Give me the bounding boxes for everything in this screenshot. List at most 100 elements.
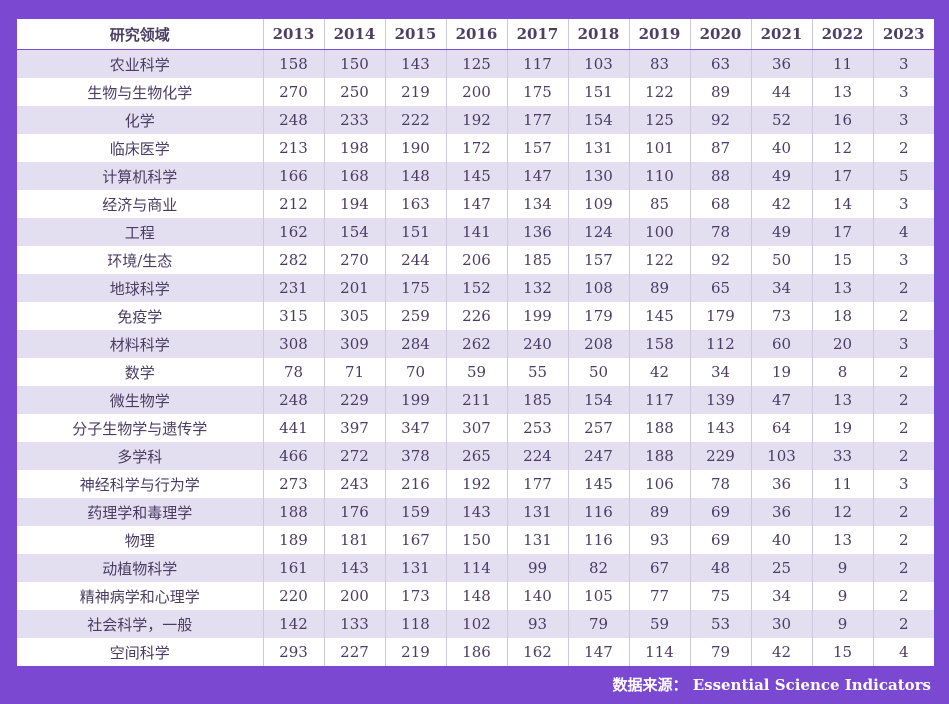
table-cell: 79 (567, 610, 629, 638)
table-cell: 199 (506, 302, 568, 330)
table-cell: 141 (445, 218, 507, 246)
table-cell: 101 (628, 134, 690, 162)
table-cell: 105 (567, 582, 629, 610)
table-cell: 201 (323, 274, 385, 302)
table-cell: 124 (567, 218, 629, 246)
table-cell: 175 (506, 78, 568, 106)
row-label: 计算机科学 (17, 162, 263, 190)
table-cell: 82 (567, 554, 629, 582)
table-cell: 139 (689, 386, 751, 414)
table-cell: 227 (323, 638, 385, 666)
table-cell: 208 (567, 330, 629, 358)
table-cell: 89 (628, 498, 690, 526)
table-cell: 177 (506, 106, 568, 134)
table-cell: 134 (506, 190, 568, 218)
table-cell: 2 (872, 582, 934, 610)
table-cell: 59 (628, 610, 690, 638)
table-cell: 9 (811, 610, 873, 638)
table-cell: 114 (628, 638, 690, 666)
table-cell: 64 (750, 414, 812, 442)
table-cell: 270 (323, 246, 385, 274)
table-cell: 219 (384, 638, 446, 666)
table-cell: 49 (750, 218, 812, 246)
table-cell: 70 (384, 358, 446, 386)
table-cell: 79 (689, 638, 751, 666)
table-cell: 63 (689, 49, 751, 78)
table-cell: 114 (445, 554, 507, 582)
table-cell: 100 (628, 218, 690, 246)
table-cell: 308 (262, 330, 324, 358)
table-cell: 175 (384, 274, 446, 302)
table-cell: 145 (445, 162, 507, 190)
table-cell: 103 (750, 442, 812, 470)
table-cell: 168 (323, 162, 385, 190)
table-cell: 117 (628, 386, 690, 414)
table-cell: 194 (323, 190, 385, 218)
table-cell: 173 (384, 582, 446, 610)
table-cell: 15 (811, 638, 873, 666)
table-cell: 159 (384, 498, 446, 526)
data-table: 研究领域 2013 2014 2015 2016 2017 2018 2019 2020 202… (17, 19, 934, 666)
table-cell: 36 (750, 49, 812, 78)
table-cell: 163 (384, 190, 446, 218)
table-cell: 284 (384, 330, 446, 358)
table-cell: 466 (262, 442, 324, 470)
header-field: 研究领域 (17, 19, 263, 50)
header-year: 2023 (872, 19, 934, 50)
table-row: 微生物学 248 229 199 211 185 154 117 139 47 13 2 (17, 386, 934, 414)
table-cell: 20 (811, 330, 873, 358)
table-cell: 186 (445, 638, 507, 666)
table-cell: 231 (262, 274, 324, 302)
table-cell: 77 (628, 582, 690, 610)
table-cell: 89 (689, 78, 751, 106)
table-cell: 4 (872, 218, 934, 246)
table-cell: 240 (506, 330, 568, 358)
table-cell: 162 (506, 638, 568, 666)
table-cell: 222 (384, 106, 446, 134)
table-cell: 112 (689, 330, 751, 358)
row-label: 农业科学 (17, 49, 263, 78)
table-cell: 213 (262, 134, 324, 162)
table-cell: 3 (872, 330, 934, 358)
table-cell: 117 (506, 49, 568, 78)
table-body: 农业科学 158 150 143 125 117 103 83 63 36 11 3 生物与生物化学 27… (17, 49, 934, 666)
table-cell: 185 (506, 386, 568, 414)
table-cell: 53 (689, 610, 751, 638)
table-cell: 40 (750, 526, 812, 554)
table-cell: 17 (811, 162, 873, 190)
table-cell: 158 (262, 49, 324, 78)
table-row: 动植物科学 161 143 131 114 99 82 67 48 25 9 2 (17, 554, 934, 582)
table-cell: 33 (811, 442, 873, 470)
table-cell: 347 (384, 414, 446, 442)
table-cell: 219 (384, 78, 446, 106)
table-cell: 248 (262, 106, 324, 134)
table-cell: 30 (750, 610, 812, 638)
table-cell: 220 (262, 582, 324, 610)
table-cell: 188 (262, 498, 324, 526)
table-cell: 192 (445, 106, 507, 134)
table-cell: 3 (872, 106, 934, 134)
table-cell: 185 (506, 246, 568, 274)
table-cell: 2 (872, 442, 934, 470)
table-cell: 125 (628, 106, 690, 134)
table-cell: 11 (811, 49, 873, 78)
table-cell: 143 (323, 554, 385, 582)
table-cell: 2 (872, 358, 934, 386)
header-year: 2021 (750, 19, 812, 50)
table-cell: 93 (628, 526, 690, 554)
table-cell: 176 (323, 498, 385, 526)
table-cell: 2 (872, 386, 934, 414)
table-cell: 143 (445, 498, 507, 526)
table-cell: 34 (689, 358, 751, 386)
table-cell: 25 (750, 554, 812, 582)
table-cell: 13 (811, 386, 873, 414)
header-year: 2013 (262, 19, 324, 50)
source-note: 数据来源： Essential Science Indicators (612, 676, 931, 694)
table-cell: 188 (628, 414, 690, 442)
table-cell: 253 (506, 414, 568, 442)
header-year: 2020 (689, 19, 751, 50)
table-cell: 88 (689, 162, 751, 190)
table-cell: 131 (567, 134, 629, 162)
table-cell: 34 (750, 274, 812, 302)
row-label: 药理学和毒理学 (17, 498, 263, 526)
